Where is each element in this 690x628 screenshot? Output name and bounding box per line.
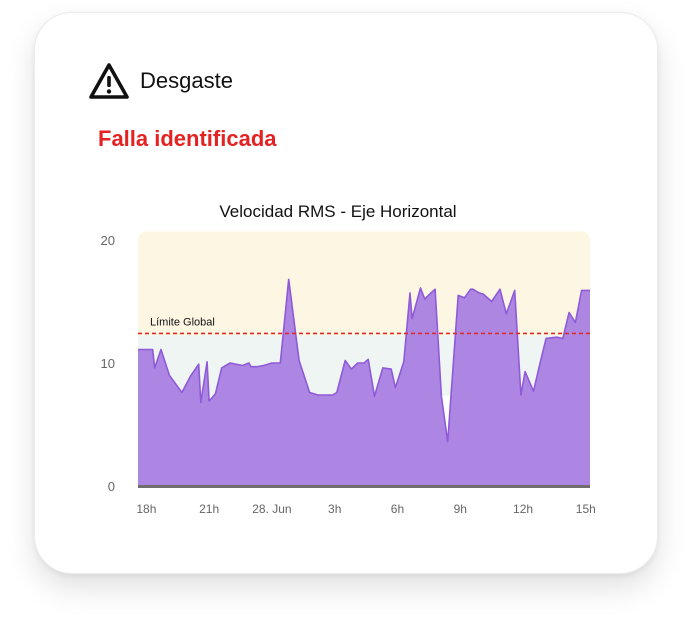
series-area — [138, 278, 590, 486]
series-line — [138, 278, 590, 443]
status-label: Falla identificada — [98, 126, 277, 151]
y-tick-label: 0 — [108, 479, 115, 494]
chart-axes: 0 10 20 18h 21h 28. Jun 3h 6h 9h 12h 15h — [101, 233, 596, 516]
y-tick-label: 20 — [101, 233, 115, 248]
card-title: Desgaste — [140, 68, 233, 93]
x-tick-label: 12h — [513, 502, 533, 516]
y-tick-label: 10 — [101, 356, 115, 371]
chart-title: Velocidad RMS - Eje Horizontal — [219, 202, 456, 221]
x-tick-label: 28. Jun — [252, 502, 291, 516]
x-tick-label: 9h — [454, 502, 467, 516]
series-fill — [138, 279, 590, 486]
reference-line-label: Límite Global — [150, 316, 215, 328]
warning-triangle-icon — [89, 63, 129, 99]
x-tick-label: 18h — [136, 502, 156, 516]
x-tick-label: 15h — [576, 502, 596, 516]
card-header: Desgaste — [88, 62, 233, 100]
x-tick-label: 6h — [391, 502, 404, 516]
x-tick-label: 3h — [328, 502, 341, 516]
x-tick-label: 21h — [199, 502, 219, 516]
global-limit: Límite Global — [138, 316, 590, 335]
